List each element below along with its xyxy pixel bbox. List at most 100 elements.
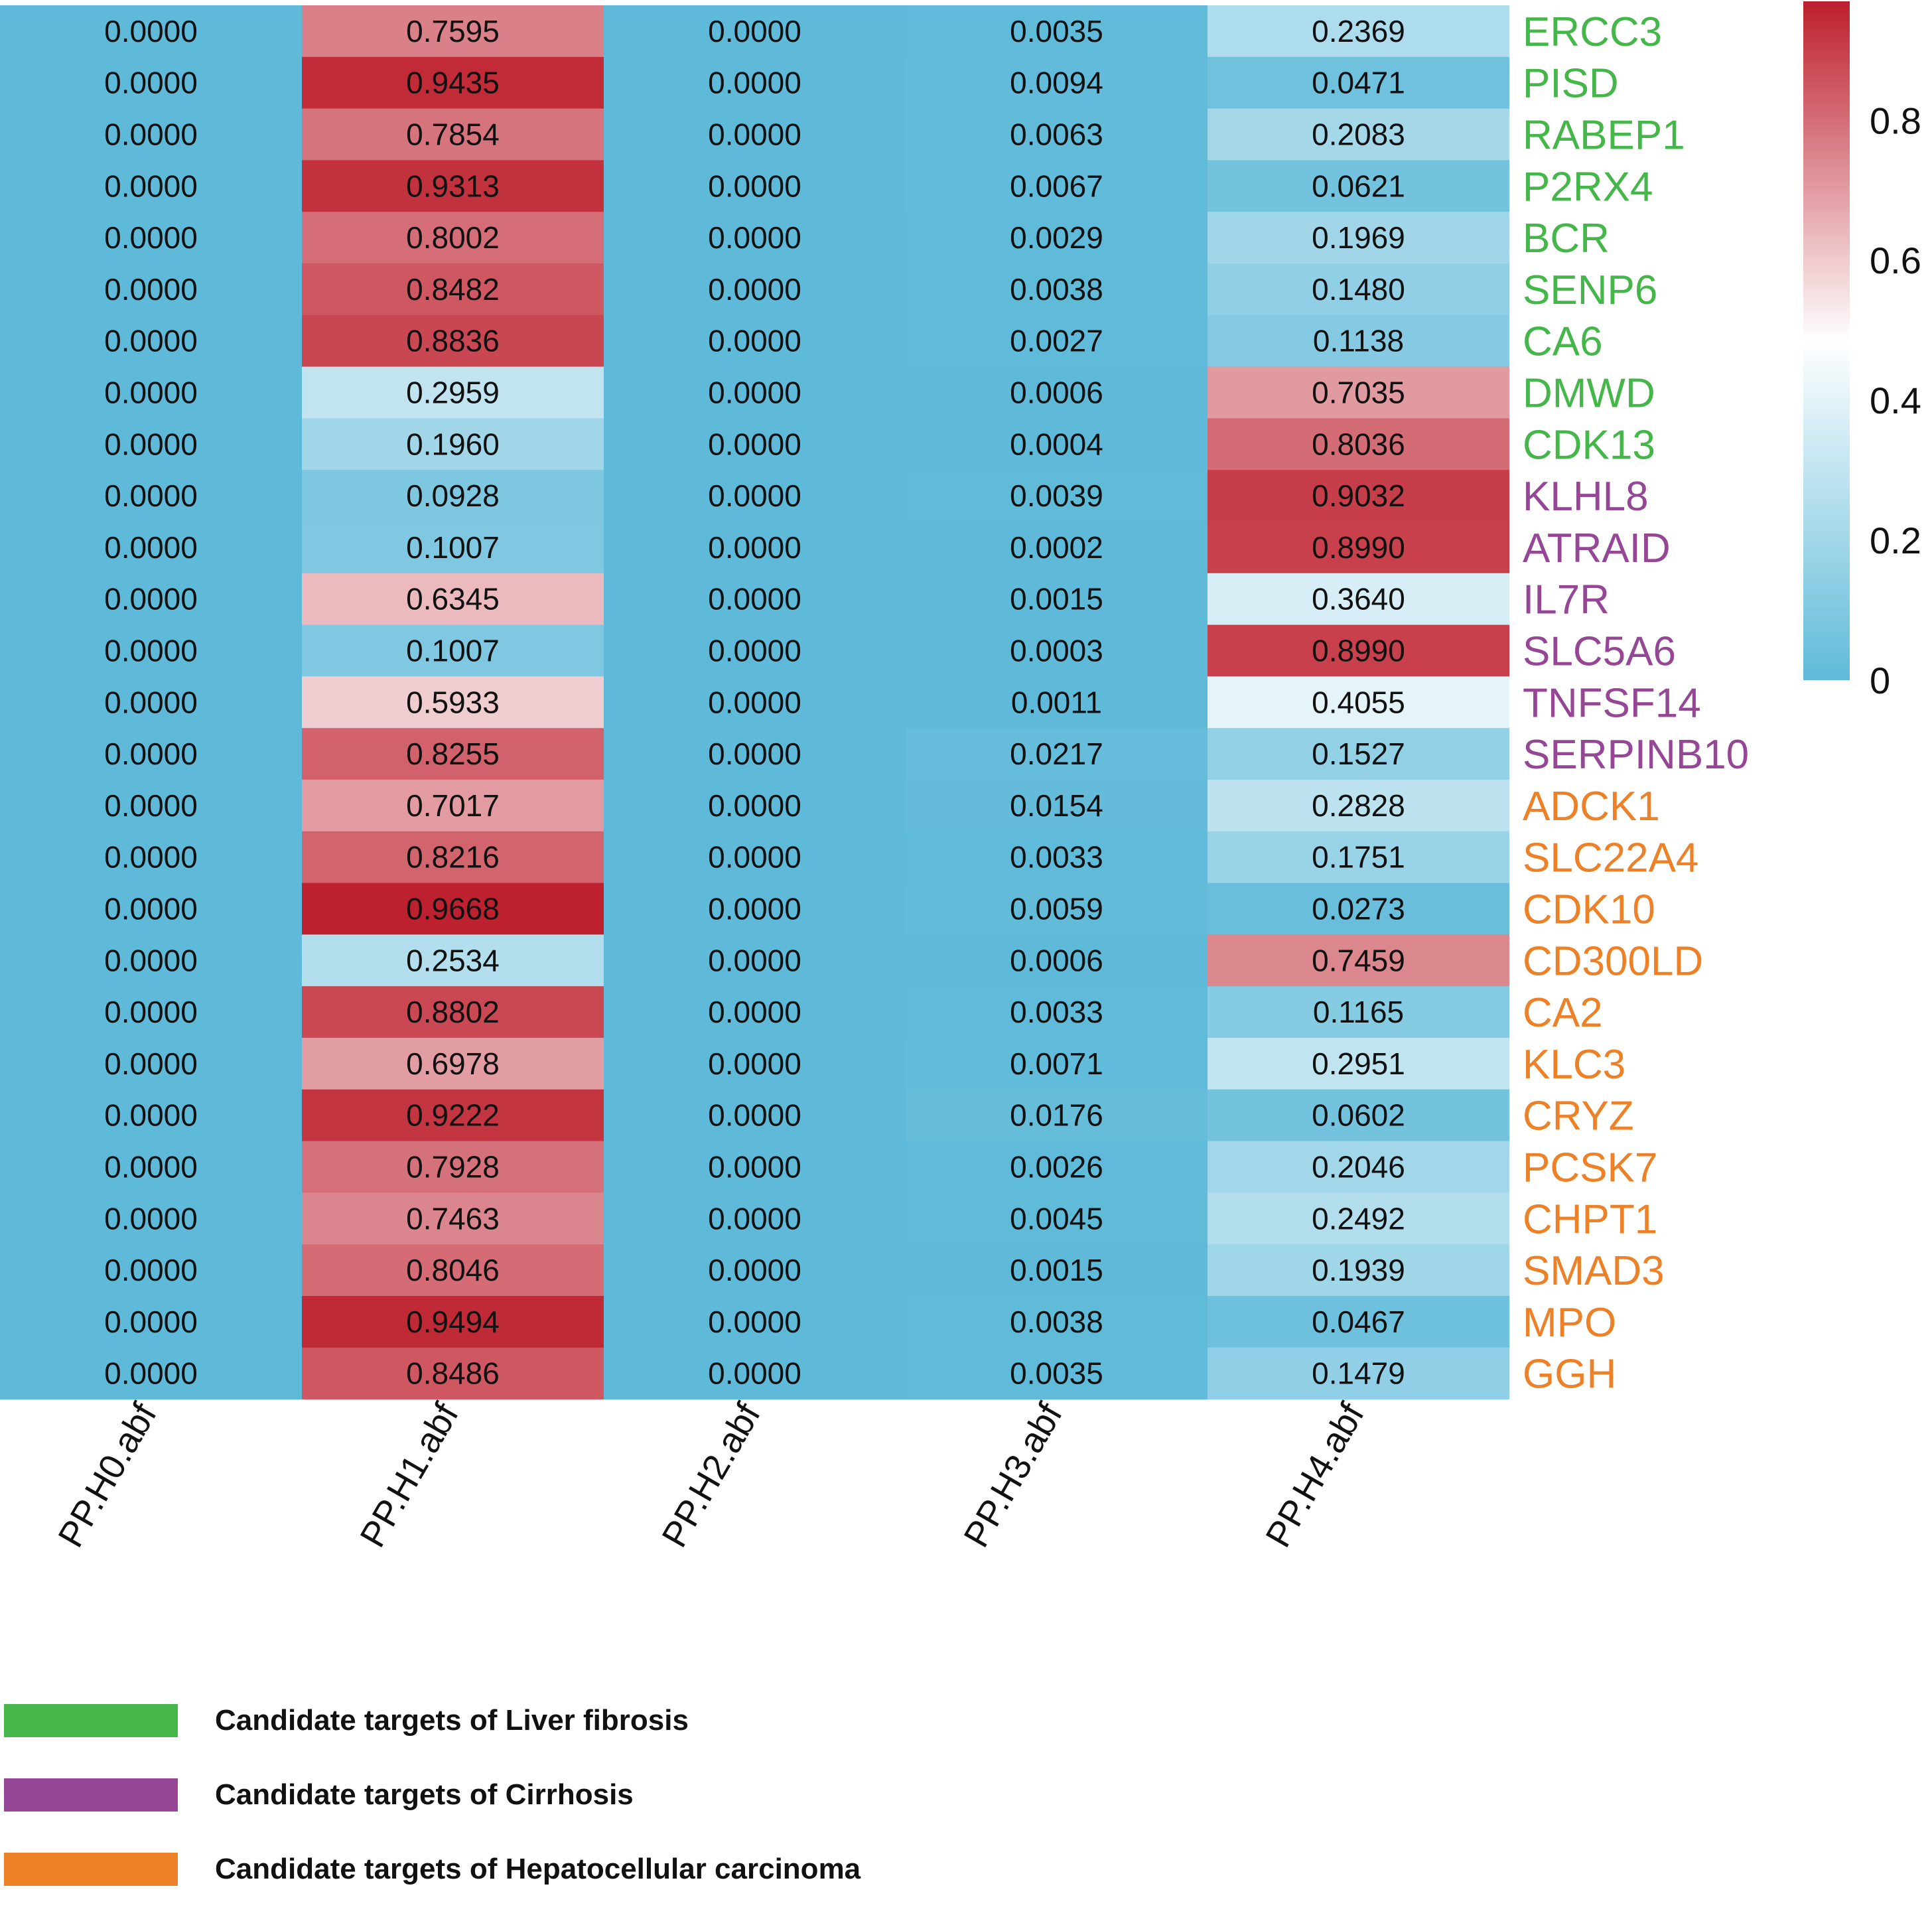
heatmap-cell xyxy=(906,212,1208,264)
cell-value-label: 0.0000 xyxy=(708,324,801,358)
heatmap-cell xyxy=(1208,986,1509,1038)
heatmap-cell xyxy=(604,883,906,935)
cell-value-label: 0.0000 xyxy=(104,117,198,152)
row-label-senp6: SENP6 xyxy=(1523,267,1657,313)
cell-value-label: 0.0000 xyxy=(104,169,198,203)
cell-value-label: 0.0000 xyxy=(104,324,198,358)
heatmap-cell xyxy=(302,212,604,264)
cell-value-label: 0.1527 xyxy=(1312,737,1405,771)
row-labels: ERCC3 PISD RABEP1 P2RX4 BCR SENP6 CA6 DMWD CDK13… xyxy=(1523,9,1749,1397)
cell-value-label: 0.2046 xyxy=(1312,1150,1405,1184)
colorbar-tick-label: 0.6 xyxy=(1870,240,1921,281)
heatmap-cell xyxy=(0,160,302,212)
heatmap-cell xyxy=(302,1244,604,1297)
cell-value-label: 0.0000 xyxy=(104,376,198,410)
colorbar-tick-label: 0.8 xyxy=(1870,100,1921,141)
cell-value-label: 0.0000 xyxy=(708,376,801,410)
heatmap-cell xyxy=(0,1038,302,1090)
cell-value-label: 0.9668 xyxy=(406,892,500,926)
heatmap-cell xyxy=(302,676,604,729)
heatmap-cell xyxy=(0,1296,302,1348)
heatmap-cell xyxy=(1208,676,1509,729)
heatmap-cell xyxy=(302,728,604,780)
heatmap-cell xyxy=(604,934,906,987)
legend-label: Candidate targets of Cirrhosis xyxy=(215,1778,634,1811)
cell-value-label: 0.0000 xyxy=(708,478,801,513)
cell-value-label: 0.1960 xyxy=(406,427,500,461)
heatmap-cell xyxy=(604,108,906,161)
heatmap-cell xyxy=(0,263,302,316)
cell-value-label: 0.5933 xyxy=(406,685,500,719)
colorbar-tick-label: 0 xyxy=(1870,660,1890,701)
heatmap-cell xyxy=(604,315,906,368)
row-label-bcr: BCR xyxy=(1523,216,1610,261)
cell-value-label: 0.2959 xyxy=(406,376,500,410)
heatmap-cell xyxy=(604,780,906,832)
heatmap-cell xyxy=(906,366,1208,419)
cell-value-label: 0.6345 xyxy=(406,582,500,616)
cell-value-label: 0.0000 xyxy=(708,1046,801,1081)
cell-value-label: 0.0000 xyxy=(104,1046,198,1081)
cell-value-label: 0.0033 xyxy=(1010,995,1103,1029)
cell-value-label: 0.0176 xyxy=(1010,1098,1103,1133)
heatmap-cell xyxy=(906,780,1208,832)
heatmap-cell xyxy=(906,624,1208,677)
heatmap-cell xyxy=(1208,728,1509,780)
cell-value-label: 0.0000 xyxy=(104,788,198,823)
cell-value-label: 0.0027 xyxy=(1010,324,1103,358)
group-legend: Candidate targets of Liver fibrosis Cand… xyxy=(4,1702,861,1925)
heatmap-cell xyxy=(302,1347,604,1400)
cell-value-label: 0.0000 xyxy=(708,14,801,48)
cell-value-label: 0.8216 xyxy=(406,840,500,875)
cell-value-label: 0.0621 xyxy=(1312,169,1405,203)
heatmap-cell xyxy=(1208,56,1509,109)
row-label-slc22a4: SLC22A4 xyxy=(1523,835,1698,881)
cell-value-label: 0.0000 xyxy=(708,169,801,203)
heatmap-cell xyxy=(302,470,604,522)
row-label-adck1: ADCK1 xyxy=(1523,784,1660,829)
cell-value-label: 0.0000 xyxy=(708,840,801,875)
cell-value-label: 0.8802 xyxy=(406,995,500,1029)
cell-value-label: 0.9494 xyxy=(406,1305,500,1339)
cell-value-label: 0.0000 xyxy=(104,14,198,48)
cell-value-label: 0.0011 xyxy=(1011,685,1102,719)
heatmap-cell xyxy=(604,263,906,316)
heatmap-cell xyxy=(1208,780,1509,832)
cell-value-label: 0.0000 xyxy=(104,1150,198,1184)
heatmap-cell xyxy=(1208,1244,1509,1297)
cell-value-label: 0.0000 xyxy=(104,478,198,513)
cell-value-label: 0.1479 xyxy=(1312,1356,1405,1391)
cell-value-label: 0.8990 xyxy=(1312,530,1405,565)
cell-value-label: 0.0026 xyxy=(1010,1150,1103,1184)
heatmap-cell xyxy=(906,160,1208,212)
heatmap-cell xyxy=(0,1141,302,1193)
cell-value-label: 0.0000 xyxy=(708,272,801,307)
cell-value-label: 0.0000 xyxy=(708,737,801,771)
cell-value-label: 0.0006 xyxy=(1010,943,1103,977)
cell-value-label: 0.8482 xyxy=(406,272,500,307)
cell-value-label: 0.0038 xyxy=(1010,1305,1103,1339)
cell-value-label: 0.0000 xyxy=(708,1098,801,1133)
legend-item-cirrhosis: Candidate targets of Cirrhosis xyxy=(4,1776,861,1814)
heatmap-cell xyxy=(604,1038,906,1090)
cell-value-label: 0.0000 xyxy=(104,1098,198,1133)
heatmap-cell xyxy=(1208,934,1509,987)
heatmap-cell xyxy=(302,573,604,626)
cell-value-label: 0.0000 xyxy=(708,1305,801,1339)
cell-value-label: 0.0015 xyxy=(1010,1253,1103,1287)
cell-value-label: 0.0000 xyxy=(708,995,801,1029)
cell-value-label: 0.0000 xyxy=(104,634,198,668)
cell-value-label: 0.0000 xyxy=(104,427,198,461)
cell-value-label: 0.0063 xyxy=(1010,117,1103,152)
cell-value-label: 0.0029 xyxy=(1010,220,1103,255)
heatmap-cell xyxy=(1208,160,1509,212)
cell-value-label: 0.8486 xyxy=(406,1356,500,1391)
cell-value-label: 0.0038 xyxy=(1010,272,1103,307)
cell-value-label: 0.0004 xyxy=(1010,427,1103,461)
heatmap-cell xyxy=(604,366,906,419)
cell-value-label: 0.0602 xyxy=(1312,1098,1405,1133)
row-label-ggh: GGH xyxy=(1523,1352,1616,1397)
cell-value-label: 0.0033 xyxy=(1010,840,1103,875)
heatmap-cell xyxy=(0,212,302,264)
colorbar-tick-label: 0.4 xyxy=(1870,380,1921,421)
